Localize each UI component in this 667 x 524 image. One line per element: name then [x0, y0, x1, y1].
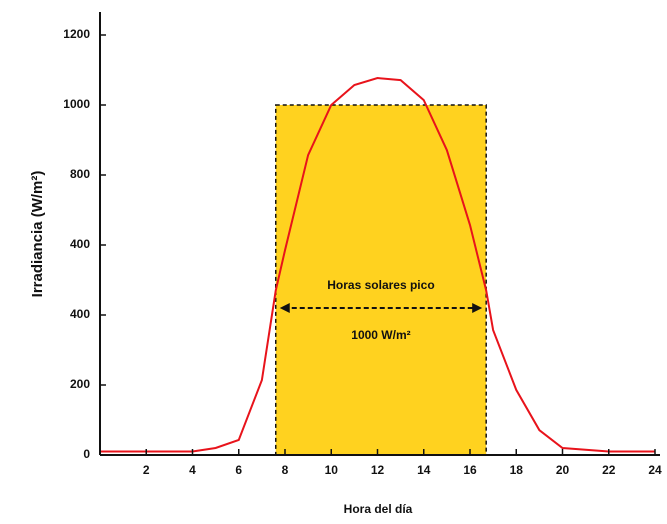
annotation: Horas solares pico [327, 278, 434, 292]
y-tick-label: 400 [70, 237, 90, 251]
x-tick-label: 20 [556, 463, 570, 477]
x-tick-label: 24 [648, 463, 662, 477]
x-tick-label: 12 [371, 463, 385, 477]
y-tick-label: 0 [83, 447, 90, 461]
x-tick-label: 10 [325, 463, 339, 477]
x-axis-label: Hora del día [344, 502, 413, 516]
y-tick-label: 1200 [63, 27, 90, 41]
line [100, 77, 655, 453]
x-tick-label: 14 [417, 463, 431, 477]
y-tick-label: 1000 [63, 97, 90, 111]
x-tick-label: 16 [463, 463, 477, 477]
x-tick-label: 2 [143, 463, 150, 477]
x-tick-label: 6 [235, 463, 242, 477]
x-tick-label: 18 [510, 463, 524, 477]
annotation: 1000 W/m² [351, 328, 410, 342]
y-tick-label: 800 [70, 167, 90, 181]
y-tick-label: 400 [70, 307, 90, 321]
x-tick-label: 8 [282, 463, 289, 477]
x-tick-label: 22 [602, 463, 616, 477]
y-axis-label: Irradiancia (W/m²) [29, 171, 46, 298]
x-tick-label: 4 [189, 463, 196, 477]
y-tick-label: 200 [70, 377, 90, 391]
